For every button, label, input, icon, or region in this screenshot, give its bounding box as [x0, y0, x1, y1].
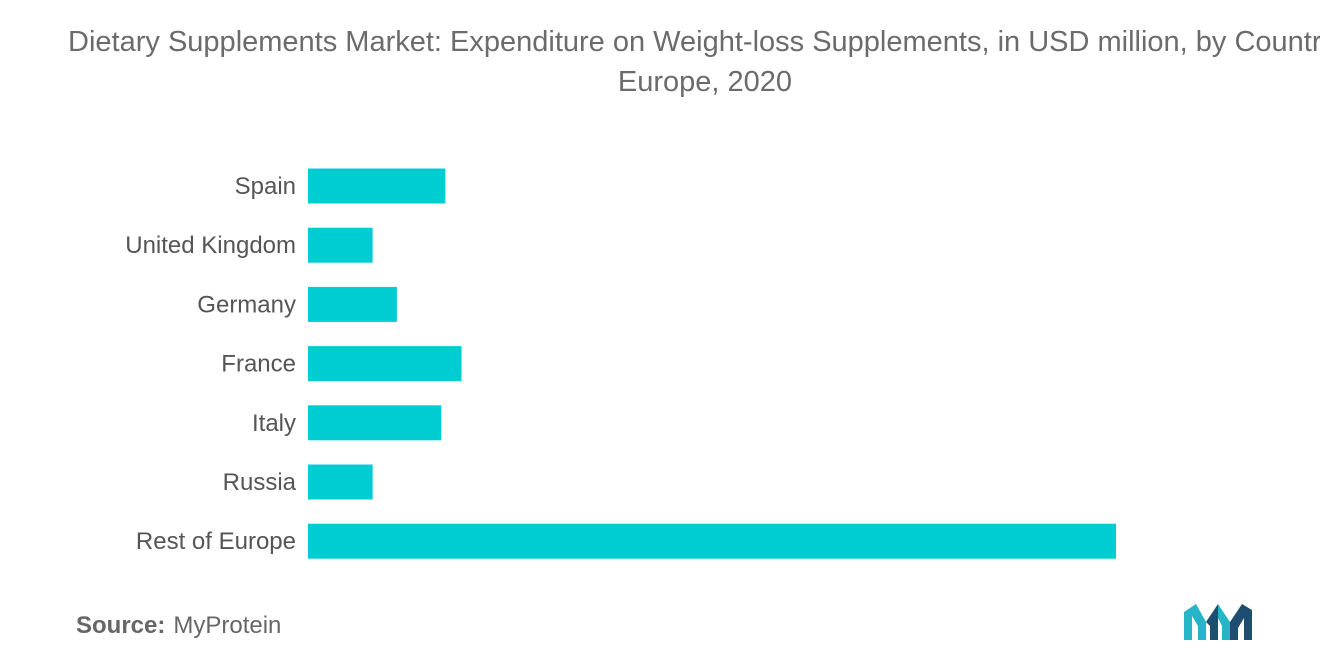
category-label-russia: Russia — [223, 469, 297, 496]
category-label-italy: Italy — [252, 410, 296, 437]
bar-italy — [308, 405, 442, 441]
bar-france — [308, 346, 462, 382]
chart-title: Dietary Supplements Market: Expenditure … — [68, 26, 1320, 98]
category-label-rest-of-europe: Rest of Europe — [136, 528, 296, 555]
category-label-spain: Spain — [235, 173, 296, 200]
bar-spain — [308, 168, 446, 204]
bar-united-kingdom — [308, 227, 373, 263]
mordor-intelligence-logo-icon — [1184, 604, 1252, 640]
category-labels: Spain United Kingdom Germany France Italy Rus… — [125, 173, 296, 555]
category-label-united-kingdom: United Kingdom — [125, 232, 296, 259]
source-note: Source: MyProtein — [76, 612, 281, 640]
category-label-germany: Germany — [197, 291, 296, 318]
source-label: Source: — [76, 612, 166, 639]
bar-chart: Spain United Kingdom Germany France Italy Rus… — [125, 168, 1116, 559]
bar-russia — [308, 464, 373, 500]
category-label-france: France — [221, 351, 296, 378]
bars-group — [308, 168, 1116, 559]
bar-germany — [308, 286, 397, 322]
bar-rest-of-europe — [308, 523, 1116, 559]
source-value: MyProtein — [173, 612, 282, 639]
